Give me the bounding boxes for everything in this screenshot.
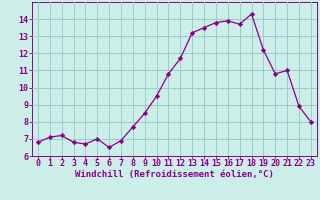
X-axis label: Windchill (Refroidissement éolien,°C): Windchill (Refroidissement éolien,°C) bbox=[75, 170, 274, 179]
